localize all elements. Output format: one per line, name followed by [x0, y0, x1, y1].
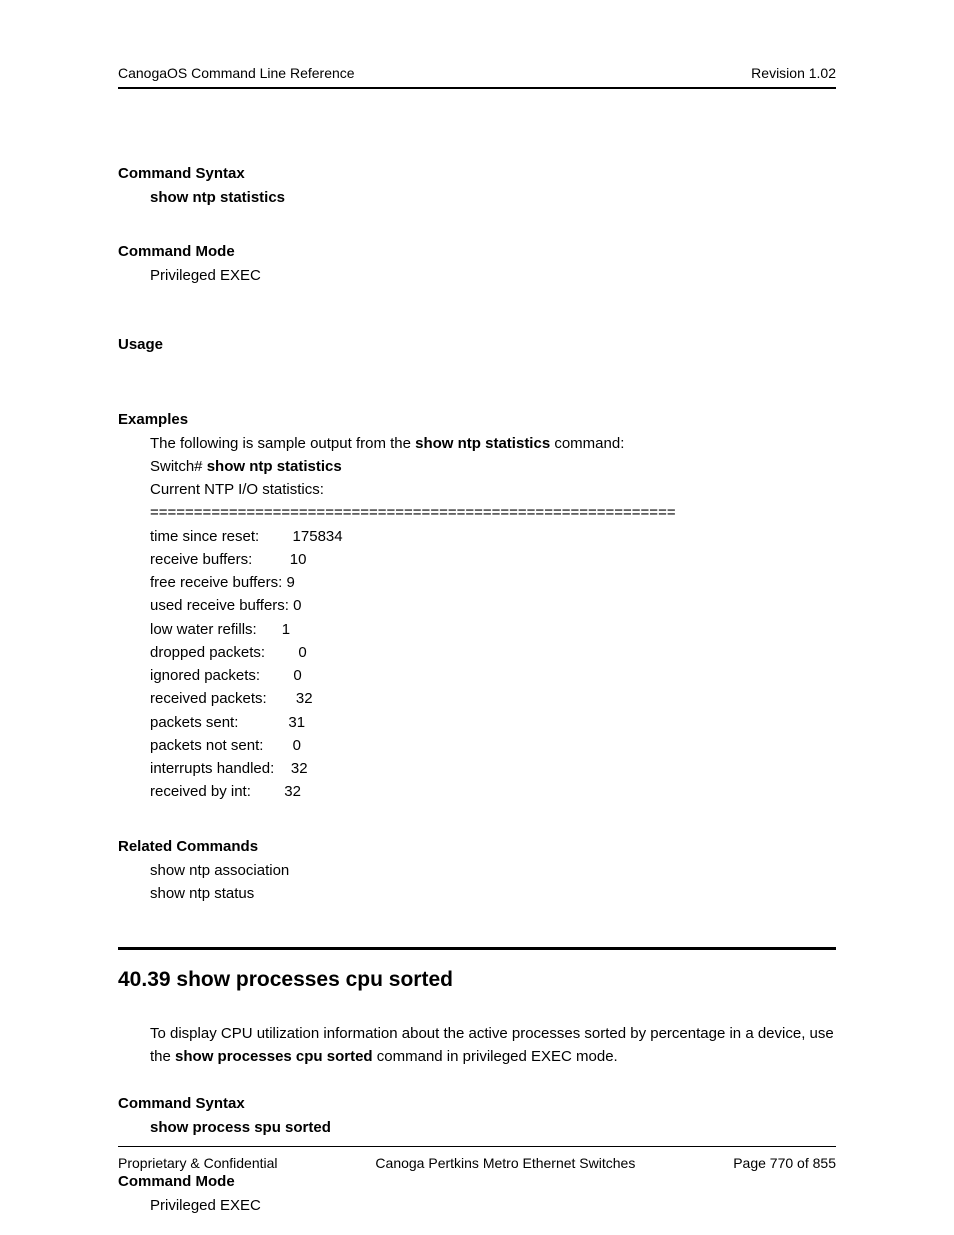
- footer-center: Canoga Pertkins Metro Ethernet Switches: [375, 1155, 635, 1171]
- command-syntax-heading: Command Syntax: [118, 165, 836, 182]
- related-command-1: show ntp association: [118, 859, 836, 882]
- switch-command: show ntp statistics: [207, 458, 342, 475]
- desc-post: command in privileged EXEC mode.: [373, 1048, 618, 1065]
- stat-row-7: ignored packets: 0: [118, 664, 836, 687]
- command-mode-heading: Command Mode: [118, 243, 836, 260]
- page-content: Command Syntax show ntp statistics Comma…: [118, 89, 836, 1217]
- page-footer: Proprietary & Confidential Canoga Pertki…: [118, 1146, 836, 1171]
- stats-divider: ========================================…: [118, 501, 836, 524]
- command-syntax-value: show ntp statistics: [118, 186, 836, 209]
- switch-line: Switch# show ntp statistics: [118, 455, 836, 478]
- footer-right: Page 770 of 855: [733, 1155, 836, 1171]
- command-mode-value: Privileged EXEC: [118, 264, 836, 287]
- stat-row-9: packets sent: 31: [118, 711, 836, 734]
- command-syntax-heading-2: Command Syntax: [118, 1095, 836, 1112]
- stat-row-11: interrupts handled: 32: [118, 757, 836, 780]
- header-left: CanogaOS Command Line Reference: [118, 65, 355, 81]
- examples-intro-bold: show ntp statistics: [415, 435, 550, 452]
- header-right: Revision 1.02: [751, 65, 836, 81]
- chapter-description: To display CPU utilization information a…: [118, 1022, 836, 1069]
- stats-title: Current NTP I/O statistics:: [118, 478, 836, 501]
- related-command-2: show ntp status: [118, 882, 836, 905]
- stat-row-5: low water refills: 1: [118, 618, 836, 641]
- stat-row-1: time since reset: 175834: [118, 525, 836, 548]
- command-mode-value-2: Privileged EXEC: [118, 1194, 836, 1217]
- desc-bold: show processes cpu sorted: [175, 1048, 373, 1065]
- examples-intro: The following is sample output from the …: [118, 432, 836, 455]
- stat-row-10: packets not sent: 0: [118, 734, 836, 757]
- page-header: CanogaOS Command Line Reference Revision…: [118, 65, 836, 89]
- stat-row-8: received packets: 32: [118, 687, 836, 710]
- section-divider: [118, 947, 836, 950]
- switch-prompt: Switch#: [150, 458, 207, 475]
- examples-intro-pre: The following is sample output from the: [150, 435, 415, 452]
- stat-row-6: dropped packets: 0: [118, 641, 836, 664]
- stat-row-3: free receive buffers: 9: [118, 571, 836, 594]
- command-syntax-value-2: show process spu sorted: [118, 1116, 836, 1139]
- page: CanogaOS Command Line Reference Revision…: [0, 0, 954, 1235]
- examples-heading: Examples: [118, 411, 836, 428]
- footer-left: Proprietary & Confidential: [118, 1155, 278, 1171]
- usage-heading: Usage: [118, 336, 836, 353]
- stat-row-4: used receive buffers: 0: [118, 594, 836, 617]
- examples-intro-post: command:: [550, 435, 624, 452]
- chapter-heading: 40.39 show processes cpu sorted: [118, 968, 836, 992]
- stat-row-2: receive buffers: 10: [118, 548, 836, 571]
- command-mode-heading-2: Command Mode: [118, 1173, 836, 1190]
- related-commands-heading: Related Commands: [118, 838, 836, 855]
- stat-row-12: received by int: 32: [118, 780, 836, 803]
